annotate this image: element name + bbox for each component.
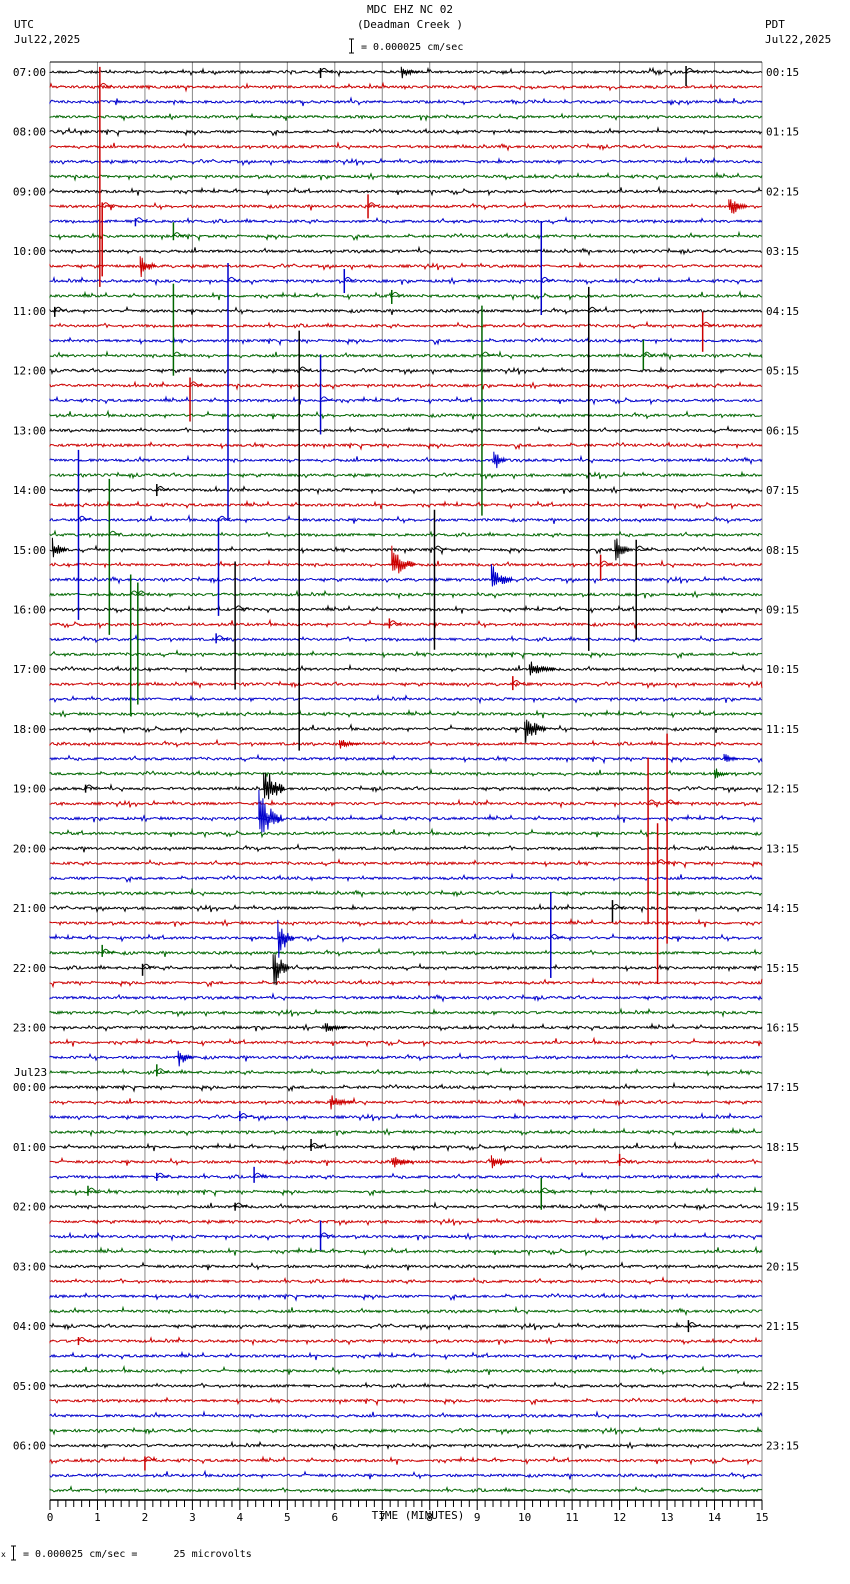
utc-hour-label: 05:00 bbox=[13, 1380, 46, 1393]
time-axis: 0 1 2 3 4 5 6 7 8 9 10 11 12 13 14 15 bbox=[47, 1499, 769, 1524]
x-tick-label: 14 bbox=[708, 1511, 722, 1524]
x-tick-label: 2 bbox=[142, 1511, 149, 1524]
pdt-hour-label: 19:15 bbox=[766, 1201, 799, 1214]
pdt-hour-label: 23:15 bbox=[766, 1440, 799, 1453]
x-tick-label: 10 bbox=[518, 1511, 531, 1524]
right-date: Jul22,2025 bbox=[765, 33, 832, 46]
pdt-hour-label: 06:15 bbox=[766, 424, 799, 437]
utc-hour-label: 14:00 bbox=[13, 484, 46, 497]
utc-hour-label: 12:00 bbox=[13, 365, 46, 378]
date-change-label: Jul23 bbox=[14, 1066, 47, 1079]
right-timezone: PDT bbox=[765, 18, 785, 31]
x-tick-label: 4 bbox=[237, 1511, 244, 1524]
utc-hour-label: 04:00 bbox=[13, 1320, 46, 1333]
utc-hour-label: 15:00 bbox=[13, 544, 46, 557]
utc-hour-label: 09:00 bbox=[13, 185, 46, 198]
utc-hour-label: 11:00 bbox=[13, 305, 46, 318]
hour-labels: 07:00 08:00 09:00 10:00 11:00 12:00 13:00 14:00… bbox=[13, 66, 799, 1453]
utc-hour-label: 23:00 bbox=[13, 1022, 46, 1035]
seismic-traces bbox=[49, 66, 763, 1494]
scale-label: = 0.000025 cm/sec bbox=[361, 42, 464, 53]
minute-gridlines bbox=[49, 61, 763, 1500]
pdt-hour-label: 05:15 bbox=[766, 365, 799, 378]
pdt-hour-label: 11:15 bbox=[766, 723, 799, 736]
pdt-hour-label: 02:15 bbox=[766, 185, 799, 198]
utc-hour-label: 06:00 bbox=[13, 1440, 46, 1453]
station-location: (Deadman Creek ) bbox=[357, 18, 463, 31]
pdt-hour-label: 14:15 bbox=[766, 902, 799, 915]
utc-hour-label: 21:00 bbox=[13, 902, 46, 915]
pdt-hour-label: 07:15 bbox=[766, 484, 799, 497]
pdt-hour-label: 21:15 bbox=[766, 1320, 799, 1333]
utc-hour-label: 16:00 bbox=[13, 603, 46, 616]
x-tick-label: 11 bbox=[566, 1511, 579, 1524]
pdt-hour-label: 04:15 bbox=[766, 305, 799, 318]
pdt-hour-label: 22:15 bbox=[766, 1380, 799, 1393]
pdt-hour-label: 12:15 bbox=[766, 783, 799, 796]
pdt-hour-label: 17:15 bbox=[766, 1081, 799, 1094]
x-tick-label: 1 bbox=[94, 1511, 101, 1524]
pdt-hour-label: 01:15 bbox=[766, 126, 799, 139]
utc-hour-label: 07:00 bbox=[13, 66, 46, 79]
pdt-hour-label: 10:15 bbox=[766, 663, 799, 676]
x-tick-label: 0 bbox=[47, 1511, 54, 1524]
x-axis-title: TIME (MINUTES) bbox=[371, 1509, 465, 1522]
scale-bar-icon bbox=[348, 38, 355, 54]
utc-hour-label: 10:00 bbox=[13, 245, 46, 258]
pdt-hour-label: 13:15 bbox=[766, 842, 799, 855]
footer-scale-note: = 0.000025 cm/sec = 25 microvolts bbox=[23, 1549, 252, 1560]
utc-hour-label: 20:00 bbox=[13, 842, 46, 855]
x-tick-label: 8 bbox=[426, 1511, 433, 1524]
left-date: Jul22,2025 bbox=[14, 33, 81, 46]
pdt-hour-label: 18:15 bbox=[766, 1141, 799, 1154]
footer-scale-bar-icon bbox=[10, 1545, 17, 1561]
pdt-hour-label: 08:15 bbox=[766, 544, 799, 557]
utc-hour-label: 19:00 bbox=[13, 783, 46, 796]
x-tick-label: 6 bbox=[331, 1511, 338, 1524]
utc-hour-label: 22:00 bbox=[13, 962, 46, 975]
utc-hour-label: 08:00 bbox=[13, 126, 46, 139]
utc-hour-label: 02:00 bbox=[13, 1201, 46, 1214]
utc-hour-label: 18:00 bbox=[13, 723, 46, 736]
pdt-hour-label: 03:15 bbox=[766, 245, 799, 258]
x-tick-label: 15 bbox=[755, 1511, 768, 1524]
utc-hour-label: 01:00 bbox=[13, 1141, 46, 1154]
footer-prefix: x bbox=[1, 1550, 6, 1559]
x-tick-label: 3 bbox=[189, 1511, 196, 1524]
x-tick-label: 9 bbox=[474, 1511, 481, 1524]
utc-hour-label: 00:00 bbox=[13, 1081, 46, 1094]
x-tick-label: 7 bbox=[379, 1511, 386, 1524]
station-title: MDC EHZ NC 02 bbox=[366, 3, 454, 16]
pdt-hour-label: 16:15 bbox=[766, 1022, 799, 1035]
pdt-hour-label: 20:15 bbox=[766, 1260, 799, 1273]
left-timezone: UTC bbox=[14, 18, 34, 31]
utc-hour-label: 03:00 bbox=[13, 1260, 46, 1273]
utc-hour-label: 17:00 bbox=[13, 663, 46, 676]
x-tick-label: 5 bbox=[284, 1511, 291, 1524]
pdt-hour-label: 00:15 bbox=[766, 66, 799, 79]
utc-hour-label: 13:00 bbox=[13, 424, 46, 437]
pdt-hour-label: 15:15 bbox=[766, 962, 799, 975]
pdt-hour-label: 09:15 bbox=[766, 603, 799, 616]
x-tick-label: 13 bbox=[660, 1511, 673, 1524]
x-tick-label: 12 bbox=[613, 1511, 626, 1524]
